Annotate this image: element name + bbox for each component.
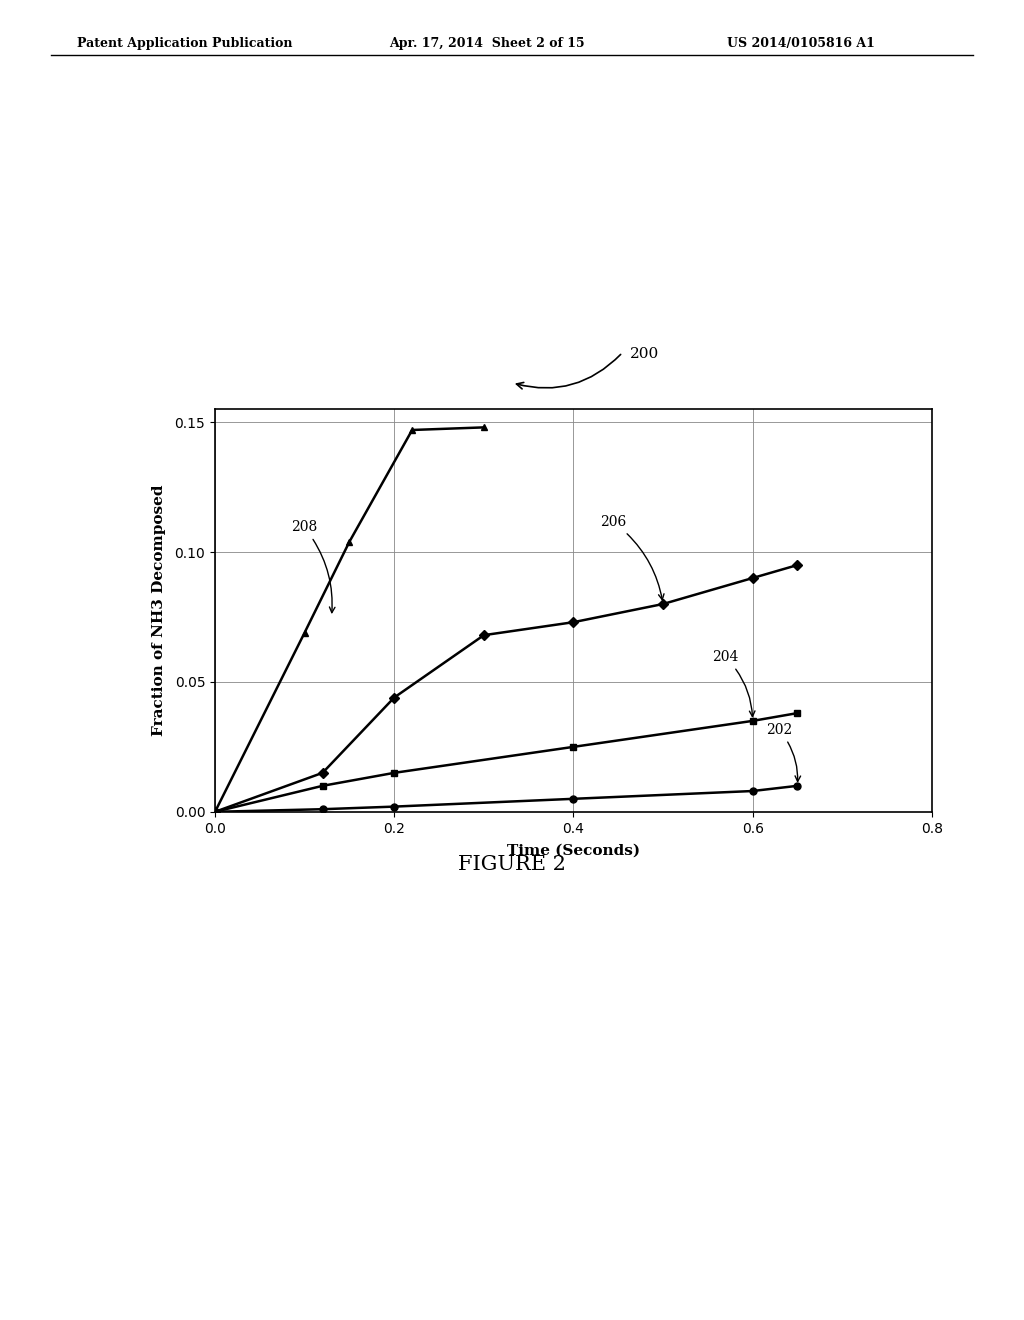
Text: 202: 202 [766,723,801,781]
Text: 204: 204 [713,651,755,717]
Text: FIGURE 2: FIGURE 2 [458,855,566,874]
Text: 208: 208 [291,520,335,612]
Text: US 2014/0105816 A1: US 2014/0105816 A1 [727,37,874,50]
Text: Apr. 17, 2014  Sheet 2 of 15: Apr. 17, 2014 Sheet 2 of 15 [389,37,585,50]
Y-axis label: Fraction of NH3 Decomposed: Fraction of NH3 Decomposed [153,484,166,737]
Text: 200: 200 [630,347,659,362]
Text: 206: 206 [600,515,664,599]
X-axis label: Time (Seconds): Time (Seconds) [507,843,640,858]
Text: Patent Application Publication: Patent Application Publication [77,37,292,50]
